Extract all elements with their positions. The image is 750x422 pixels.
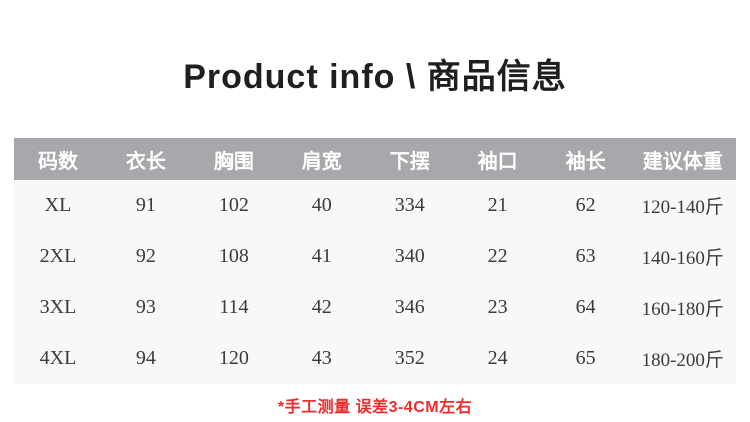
table-cell: 42	[311, 296, 332, 318]
measurement-note: *手工测量 误差3-4CM左右	[277, 399, 473, 416]
table-cell: 64	[575, 296, 596, 318]
table-row-xl: XL 91 102 40 334 21 62 120-140斤	[14, 180, 736, 231]
column-header-bust: 胸围	[213, 150, 254, 173]
column-header-sleeve: 袖长	[565, 150, 606, 173]
table-cell: 160-180斤	[641, 299, 724, 320]
table-cell: 94	[135, 347, 156, 369]
table-cell: 40	[311, 194, 332, 216]
table-cell: 108	[218, 245, 249, 267]
table-cell: 91	[135, 194, 156, 216]
column-header-size: 码数	[37, 150, 78, 173]
table-cell: 93	[135, 296, 156, 318]
table-row-3xl: 3XL 93 114 42 346 23 64 160-180斤	[14, 282, 736, 333]
table-cell: 21	[487, 194, 508, 216]
table-body: XL 91 102 40 334 21 62 120-140斤 2XL 92 1…	[14, 180, 736, 384]
table-cell: 120	[218, 347, 249, 369]
table-row-4xl: 4XL 94 120 43 352 24 65 180-200斤	[14, 333, 736, 384]
table-cell: 346	[394, 296, 425, 318]
table-cell: 180-200斤	[641, 350, 724, 371]
column-header-cuff: 袖口	[477, 150, 518, 173]
table-cell: 4XL	[39, 347, 77, 369]
table-cell: 3XL	[39, 296, 77, 318]
table-cell: 102	[218, 194, 249, 216]
table-cell: 352	[394, 347, 425, 369]
size-chart-table: 码数 衣长 胸围 肩宽 下摆 袖口 袖长 建议体重 XL 91 102 40 3…	[14, 138, 736, 384]
table-cell: 120-140斤	[641, 197, 724, 218]
table-cell: 140-160斤	[641, 248, 724, 269]
column-header-length: 衣长	[125, 150, 166, 173]
table-cell: 114	[219, 296, 249, 318]
column-header-hem: 下摆	[389, 150, 430, 173]
table-cell: 334	[394, 194, 425, 216]
table-cell: 62	[575, 194, 596, 216]
table-cell: 24	[487, 347, 508, 369]
table-cell: 41	[311, 245, 332, 267]
column-header-weight: 建议体重	[642, 150, 723, 173]
table-cell: 63	[575, 245, 596, 267]
table-cell: 92	[135, 245, 156, 267]
table-cell: XL	[44, 194, 72, 216]
table-cell: 23	[487, 296, 508, 318]
table-cell: 2XL	[39, 245, 77, 267]
table-cell: 65	[575, 347, 596, 369]
table-row-2xl: 2XL 92 108 41 340 22 63 140-160斤	[14, 231, 736, 282]
table-header-row: 码数 衣长 胸围 肩宽 下摆 袖口 袖长 建议体重	[14, 138, 736, 180]
table-cell: 340	[394, 245, 425, 267]
table-cell: 43	[311, 347, 332, 369]
table-cell: 22	[487, 245, 508, 267]
column-header-shoulder: 肩宽	[301, 150, 342, 173]
page-title: Product info \ 商品信息	[183, 58, 567, 96]
